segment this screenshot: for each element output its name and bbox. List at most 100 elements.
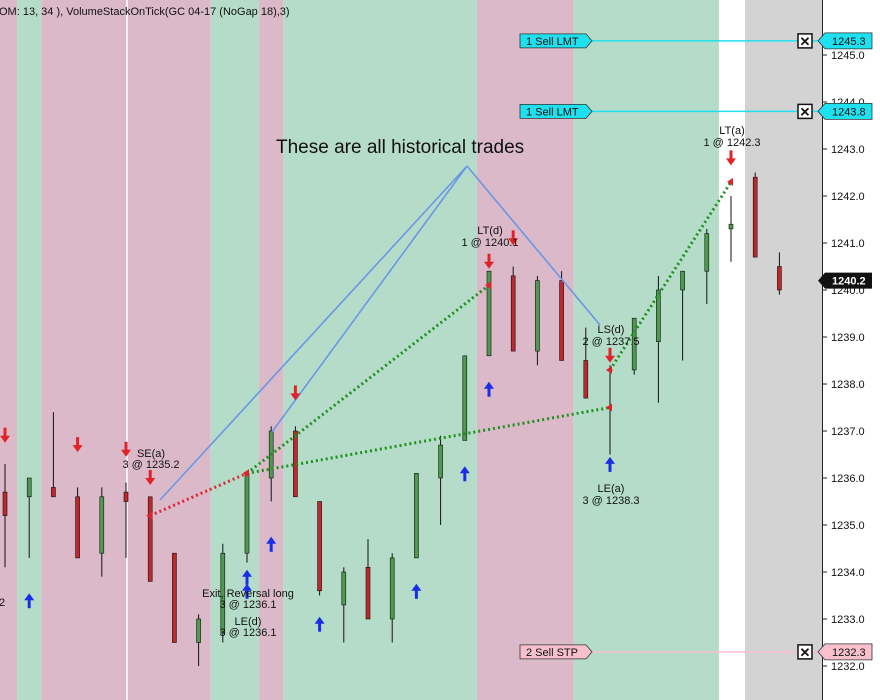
execution-marker — [606, 365, 612, 374]
close-icon: ✕ — [800, 645, 811, 660]
trade-label-fill: 2 @ 1237.5 — [582, 336, 639, 348]
arrow-head — [121, 449, 131, 457]
candle-body — [656, 289, 661, 343]
candle-body — [414, 472, 419, 559]
order-label-tag — [519, 644, 593, 660]
candle-body — [147, 496, 153, 582]
candle-body — [75, 496, 80, 559]
candle-down — [2, 463, 8, 568]
trade-label-name: LS(d) — [598, 324, 625, 336]
arrow-down-icon — [0, 427, 10, 443]
trade-connection-lines — [149, 181, 733, 517]
trade-label-exit-reversal-long: Exit, Reversal long 3 @ 1236.1 — [202, 588, 294, 611]
candle-body — [99, 496, 105, 554]
candlestick-series — [2, 172, 782, 666]
price-tick-label: 1241.0 — [831, 238, 865, 250]
price-tick-label: 1239.0 — [831, 332, 865, 344]
candle-body — [196, 618, 201, 643]
arrow-head — [484, 261, 494, 269]
callout-line — [466, 165, 601, 326]
order-label: 2 Sell STP — [526, 647, 578, 659]
close-icon: ✕ — [800, 104, 811, 119]
order-price-tag — [817, 643, 873, 661]
candle-down — [172, 552, 177, 643]
order-cancel-box — [797, 33, 813, 49]
arrow-down-icon — [726, 150, 736, 166]
trade-label-name: LE(d) — [235, 616, 262, 628]
candle-down — [123, 482, 129, 558]
execution-marker — [485, 281, 491, 290]
candle-body — [462, 355, 468, 441]
arrow-down-icon — [508, 230, 519, 246]
sell-stop-order: 2 Sell STP ✕ 1232.3 — [519, 643, 873, 661]
arrow-head — [726, 158, 736, 166]
left-edge-label: 2 — [0, 597, 5, 609]
candle-body — [244, 472, 250, 554]
arrow-up-icon — [605, 456, 615, 472]
band-long — [573, 0, 719, 700]
execution-marker — [606, 403, 612, 412]
price-tick-label: 1245.0 — [831, 50, 865, 62]
arrow-shaft — [318, 622, 322, 632]
price-tick-label: 1237.0 — [831, 426, 865, 438]
candle-down — [752, 172, 758, 258]
candle-up — [728, 196, 734, 262]
winning-trade-line — [246, 406, 611, 475]
arrow-head — [0, 435, 10, 443]
candle-body — [317, 501, 322, 592]
arrow-up-icon — [484, 381, 494, 397]
order-cancel-box — [797, 644, 813, 660]
execution-marker — [243, 469, 249, 478]
candle-body — [220, 552, 226, 634]
close-icon: ✕ — [800, 34, 811, 49]
candle-down — [147, 496, 153, 582]
trade-label-fill: 1 @ 1240.1 — [461, 237, 518, 249]
price-tick-label: 1234.0 — [831, 567, 865, 579]
candle-down — [777, 252, 782, 295]
arrow-head — [605, 355, 615, 363]
candle-down — [583, 327, 589, 399]
candle-body — [438, 444, 443, 479]
order-price: 1232.3 — [832, 647, 866, 659]
candle-body — [486, 270, 492, 357]
last-price-marker: 1240.2 — [818, 272, 872, 289]
arrow-head — [484, 381, 494, 389]
callout-line — [159, 165, 468, 501]
price-tick-label: 1236.0 — [831, 473, 865, 485]
arrow-head — [72, 445, 83, 453]
indicator-header: OM: 13, 34 ), VolumeStackOnTick(GC 04-17… — [0, 6, 290, 18]
execution-marker — [727, 177, 733, 186]
price-tick-label: 1238.0 — [831, 379, 865, 391]
arrow-shaft — [487, 253, 491, 263]
signal-arrows — [0, 150, 736, 632]
arrow-shaft — [487, 387, 491, 397]
candle-up — [196, 614, 201, 666]
arrow-down-icon — [290, 385, 301, 401]
trade-label-name: LE(a) — [598, 483, 625, 495]
trade-label-name: SE(a) — [137, 448, 165, 460]
trade-label-fill: 3 @ 1236.1 — [219, 627, 276, 639]
trade-label-fill: 1 @ 1242.3 — [703, 137, 760, 149]
arrow-up-icon — [411, 583, 422, 599]
band-short — [41, 0, 211, 700]
candle-down — [317, 501, 322, 596]
arrow-head — [314, 616, 325, 624]
trade-label-name: LT(a) — [719, 125, 744, 137]
arrow-down-icon — [72, 437, 83, 453]
candle-body — [680, 270, 685, 291]
arrow-head — [459, 466, 470, 474]
order-price: 1243.8 — [832, 106, 866, 118]
arrow-shaft — [269, 542, 273, 552]
arrow-head — [266, 536, 277, 544]
order-label-tag — [519, 104, 593, 119]
band-long — [210, 0, 260, 700]
order-label-tag — [519, 33, 593, 49]
arrow-down-icon — [605, 347, 615, 363]
candle-body — [51, 487, 56, 498]
candle-up — [26, 477, 32, 558]
candle-body — [341, 571, 347, 606]
price-tick-label: 1233.0 — [831, 614, 865, 626]
arrow-shaft — [293, 385, 297, 395]
annotation-callout-lines — [159, 165, 601, 501]
band-long — [17, 0, 42, 700]
